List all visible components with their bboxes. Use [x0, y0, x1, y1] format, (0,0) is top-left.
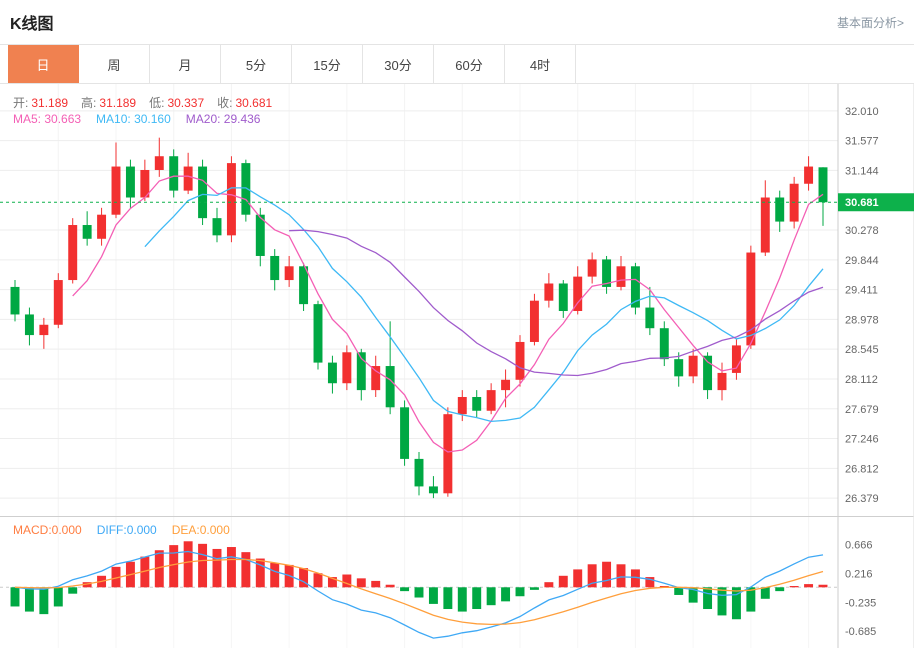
dea-line	[14, 558, 824, 626]
ma5-value: MA5: 30.663	[13, 112, 82, 126]
high-label: 高:	[81, 96, 97, 110]
current-price-tag-text: 30.681	[845, 197, 879, 209]
high-value: 31.189	[99, 96, 137, 110]
svg-text:-0.685: -0.685	[845, 626, 876, 638]
candles-layer	[10, 137, 828, 499]
macd-axis-labels: 0.666 0.216 -0.235 -0.685	[845, 540, 876, 638]
open-value: 31.189	[31, 96, 69, 110]
svg-text:32.010: 32.010	[845, 106, 879, 118]
svg-text:31.144: 31.144	[845, 165, 879, 177]
ma10-line	[144, 187, 824, 423]
svg-text:-0.235: -0.235	[845, 597, 876, 609]
svg-text:0.216: 0.216	[845, 568, 873, 580]
svg-text:0.666: 0.666	[845, 540, 873, 552]
svg-text:29.844: 29.844	[845, 255, 879, 267]
svg-text:26.812: 26.812	[845, 463, 879, 475]
tab-15min[interactable]: 15分	[292, 45, 363, 83]
macd-readout: MACD:0.000 DIFF:0.000 DEA:0.000	[13, 523, 245, 537]
diff-value: DIFF:0.000	[96, 523, 157, 537]
ma5-line	[72, 175, 824, 453]
close-label: 收:	[217, 96, 233, 110]
tab-5min[interactable]: 5分	[221, 45, 292, 83]
ma10-value: MA10: 30.160	[96, 112, 171, 126]
tab-60min[interactable]: 60分	[434, 45, 505, 83]
tab-4hour[interactable]: 4时	[505, 45, 576, 83]
svg-text:28.978: 28.978	[845, 314, 879, 326]
svg-text:28.545: 28.545	[845, 344, 879, 356]
ohlc-readout: 开: 31.189 高: 31.189 低: 30.337 收: 30.681	[13, 94, 285, 111]
topbar: K线图 基本面分析>	[0, 0, 914, 44]
macd-histogram	[10, 541, 828, 620]
tab-month[interactable]: 月	[150, 45, 221, 83]
page-title: K线图	[10, 16, 54, 33]
main-chart-panel: 32.010 31.577 31.144 30.278 29.844 29.411 28.9…	[0, 84, 914, 516]
low-value: 30.337	[167, 96, 205, 110]
tab-30min[interactable]: 30分	[363, 45, 434, 83]
ma20-value: MA20: 29.436	[185, 112, 261, 126]
svg-text:26.379: 26.379	[845, 493, 879, 505]
diff-line	[14, 550, 824, 639]
current-price-tag	[838, 193, 914, 212]
ma-readout: MA5: 30.663 MA10: 30.160 MA20: 29.436	[13, 112, 275, 126]
macd-value: MACD:0.000	[13, 523, 82, 537]
fundamental-analysis-link[interactable]: 基本面分析>	[836, 15, 904, 30]
candlestick-chart[interactable]: 32.010 31.577 31.144 30.278 29.844 29.411 28.9…	[0, 84, 914, 516]
svg-text:27.679: 27.679	[845, 404, 879, 416]
close-value: 30.681	[235, 96, 273, 110]
svg-text:30.278: 30.278	[845, 225, 879, 237]
dea-value: DEA:0.000	[171, 523, 230, 537]
svg-text:27.246: 27.246	[845, 434, 879, 446]
svg-text:28.112: 28.112	[845, 374, 878, 386]
svg-text:31.577: 31.577	[845, 136, 879, 148]
interval-tabs: 日 周 月 5分 15分 30分 60分 4时	[0, 44, 914, 84]
svg-text:29.411: 29.411	[845, 285, 878, 297]
open-label: 开:	[13, 96, 29, 110]
price-axis-labels: 32.010 31.577 31.144 30.278 29.844 29.411 28.9…	[845, 106, 879, 505]
grid-layer	[0, 84, 838, 516]
tab-day[interactable]: 日	[8, 45, 79, 83]
macd-chart[interactable]: 0.666 0.216 -0.235 -0.685	[0, 517, 914, 648]
tab-week[interactable]: 周	[79, 45, 150, 83]
low-label: 低:	[149, 96, 165, 110]
macd-panel: 0.666 0.216 -0.235 -0.685 MACD:0.000 DIFF:0.…	[0, 516, 914, 648]
ma20-line	[289, 229, 824, 377]
